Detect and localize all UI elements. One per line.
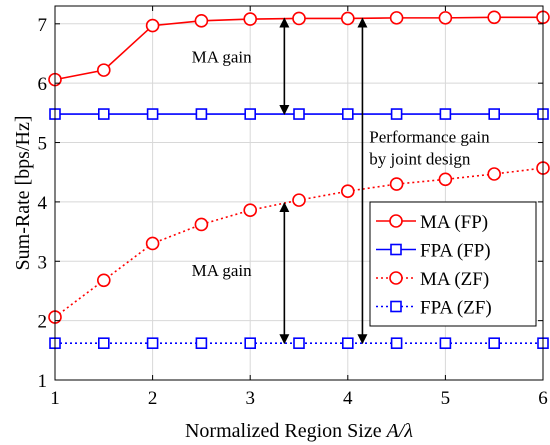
data-point (438, 11, 453, 25)
x-axis-label-variable: A/λ (385, 420, 414, 442)
y-tick-label: 4 (38, 193, 48, 214)
series-lines (48, 10, 550, 349)
legend-marker (389, 271, 403, 285)
legend: MA (FP) FPA (FP) MA (ZF) FPA (ZF) (369, 201, 537, 327)
annotation: MA gain (192, 17, 290, 116)
data-point (341, 337, 354, 349)
data-point (244, 337, 256, 349)
data-point (243, 12, 257, 26)
data-point (146, 337, 159, 349)
data-point (341, 108, 354, 120)
y-axis-label: Sum-Rate [bps/Hz] (12, 116, 34, 271)
legend-label: MA (ZF) (420, 269, 489, 290)
x-tick-label: 5 (441, 388, 451, 409)
data-point (438, 172, 453, 187)
data-point (487, 10, 502, 25)
data-point (293, 337, 305, 349)
series-line (54, 16, 543, 81)
data-point (98, 337, 110, 349)
annotation-text: MA gain (192, 47, 252, 66)
data-point (340, 11, 355, 26)
data-point (244, 108, 256, 120)
series-ma-zf (48, 161, 550, 324)
plot-frame (54, 5, 544, 381)
annotation-text: MA gain (192, 261, 252, 280)
series-ma-fp (48, 10, 550, 87)
x-axis-label: Normalized Region Size A/λ (185, 420, 413, 442)
x-tick-label: 6 (538, 388, 548, 409)
legend-entry: MA (ZF) (376, 269, 489, 290)
data-point (145, 18, 160, 33)
data-point (389, 177, 404, 191)
x-axis-label-main: Normalized Region Size (185, 420, 387, 442)
legend-entry: MA (FP) (376, 212, 488, 233)
annotation-text: Performance gain (369, 128, 490, 147)
legend-marker (389, 214, 403, 228)
data-point (293, 108, 305, 120)
x-tick-label: 4 (343, 388, 353, 409)
y-tick-label: 2 (38, 312, 48, 333)
legend-label: FPA (ZF) (420, 298, 492, 319)
annotation-text: by joint design (369, 150, 471, 169)
series-fpa-zf (49, 337, 549, 349)
series-fpa-fp (49, 108, 549, 120)
data-point (292, 11, 306, 26)
data-point (390, 337, 403, 349)
y-tick-label: 3 (38, 252, 48, 273)
axis-ticks: 1 2 3 4 5 6 1 2 3 4 5 6 7 (38, 6, 548, 409)
data-point (195, 108, 208, 120)
data-point (194, 14, 209, 28)
legend-entry: FPA (FP) (376, 241, 491, 262)
annotation: Performance gain by joint design (357, 17, 490, 345)
data-point (488, 108, 501, 120)
data-point (340, 184, 355, 199)
data-point (97, 63, 111, 77)
legend-marker (390, 300, 402, 313)
data-point (195, 337, 208, 349)
y-tick-label: 6 (38, 74, 48, 95)
legend-marker (390, 243, 402, 256)
data-point (243, 203, 257, 218)
data-point (194, 217, 209, 232)
data-point (389, 11, 404, 25)
y-tick-label: 7 (38, 15, 48, 36)
y-tick-label: 5 (38, 134, 48, 155)
data-point (390, 108, 403, 120)
annotations: MA gain MA gain Performance gain by joint d… (192, 17, 490, 345)
data-point (292, 193, 306, 207)
x-tick-label: 2 (148, 388, 158, 409)
x-tick-label: 1 (50, 388, 60, 409)
annotation: MA gain (192, 202, 290, 345)
data-point (487, 167, 502, 181)
legend-label: FPA (FP) (420, 241, 491, 262)
legend-entry: FPA (ZF) (376, 298, 492, 319)
data-point (488, 337, 501, 349)
data-point (97, 273, 111, 288)
data-point (146, 108, 159, 120)
data-point (145, 236, 160, 251)
x-tick-label: 3 (245, 388, 255, 409)
legend-label: MA (FP) (420, 212, 488, 233)
y-tick-label: 1 (38, 371, 48, 392)
data-point (439, 337, 452, 349)
data-point (439, 108, 452, 120)
data-point (98, 108, 110, 120)
